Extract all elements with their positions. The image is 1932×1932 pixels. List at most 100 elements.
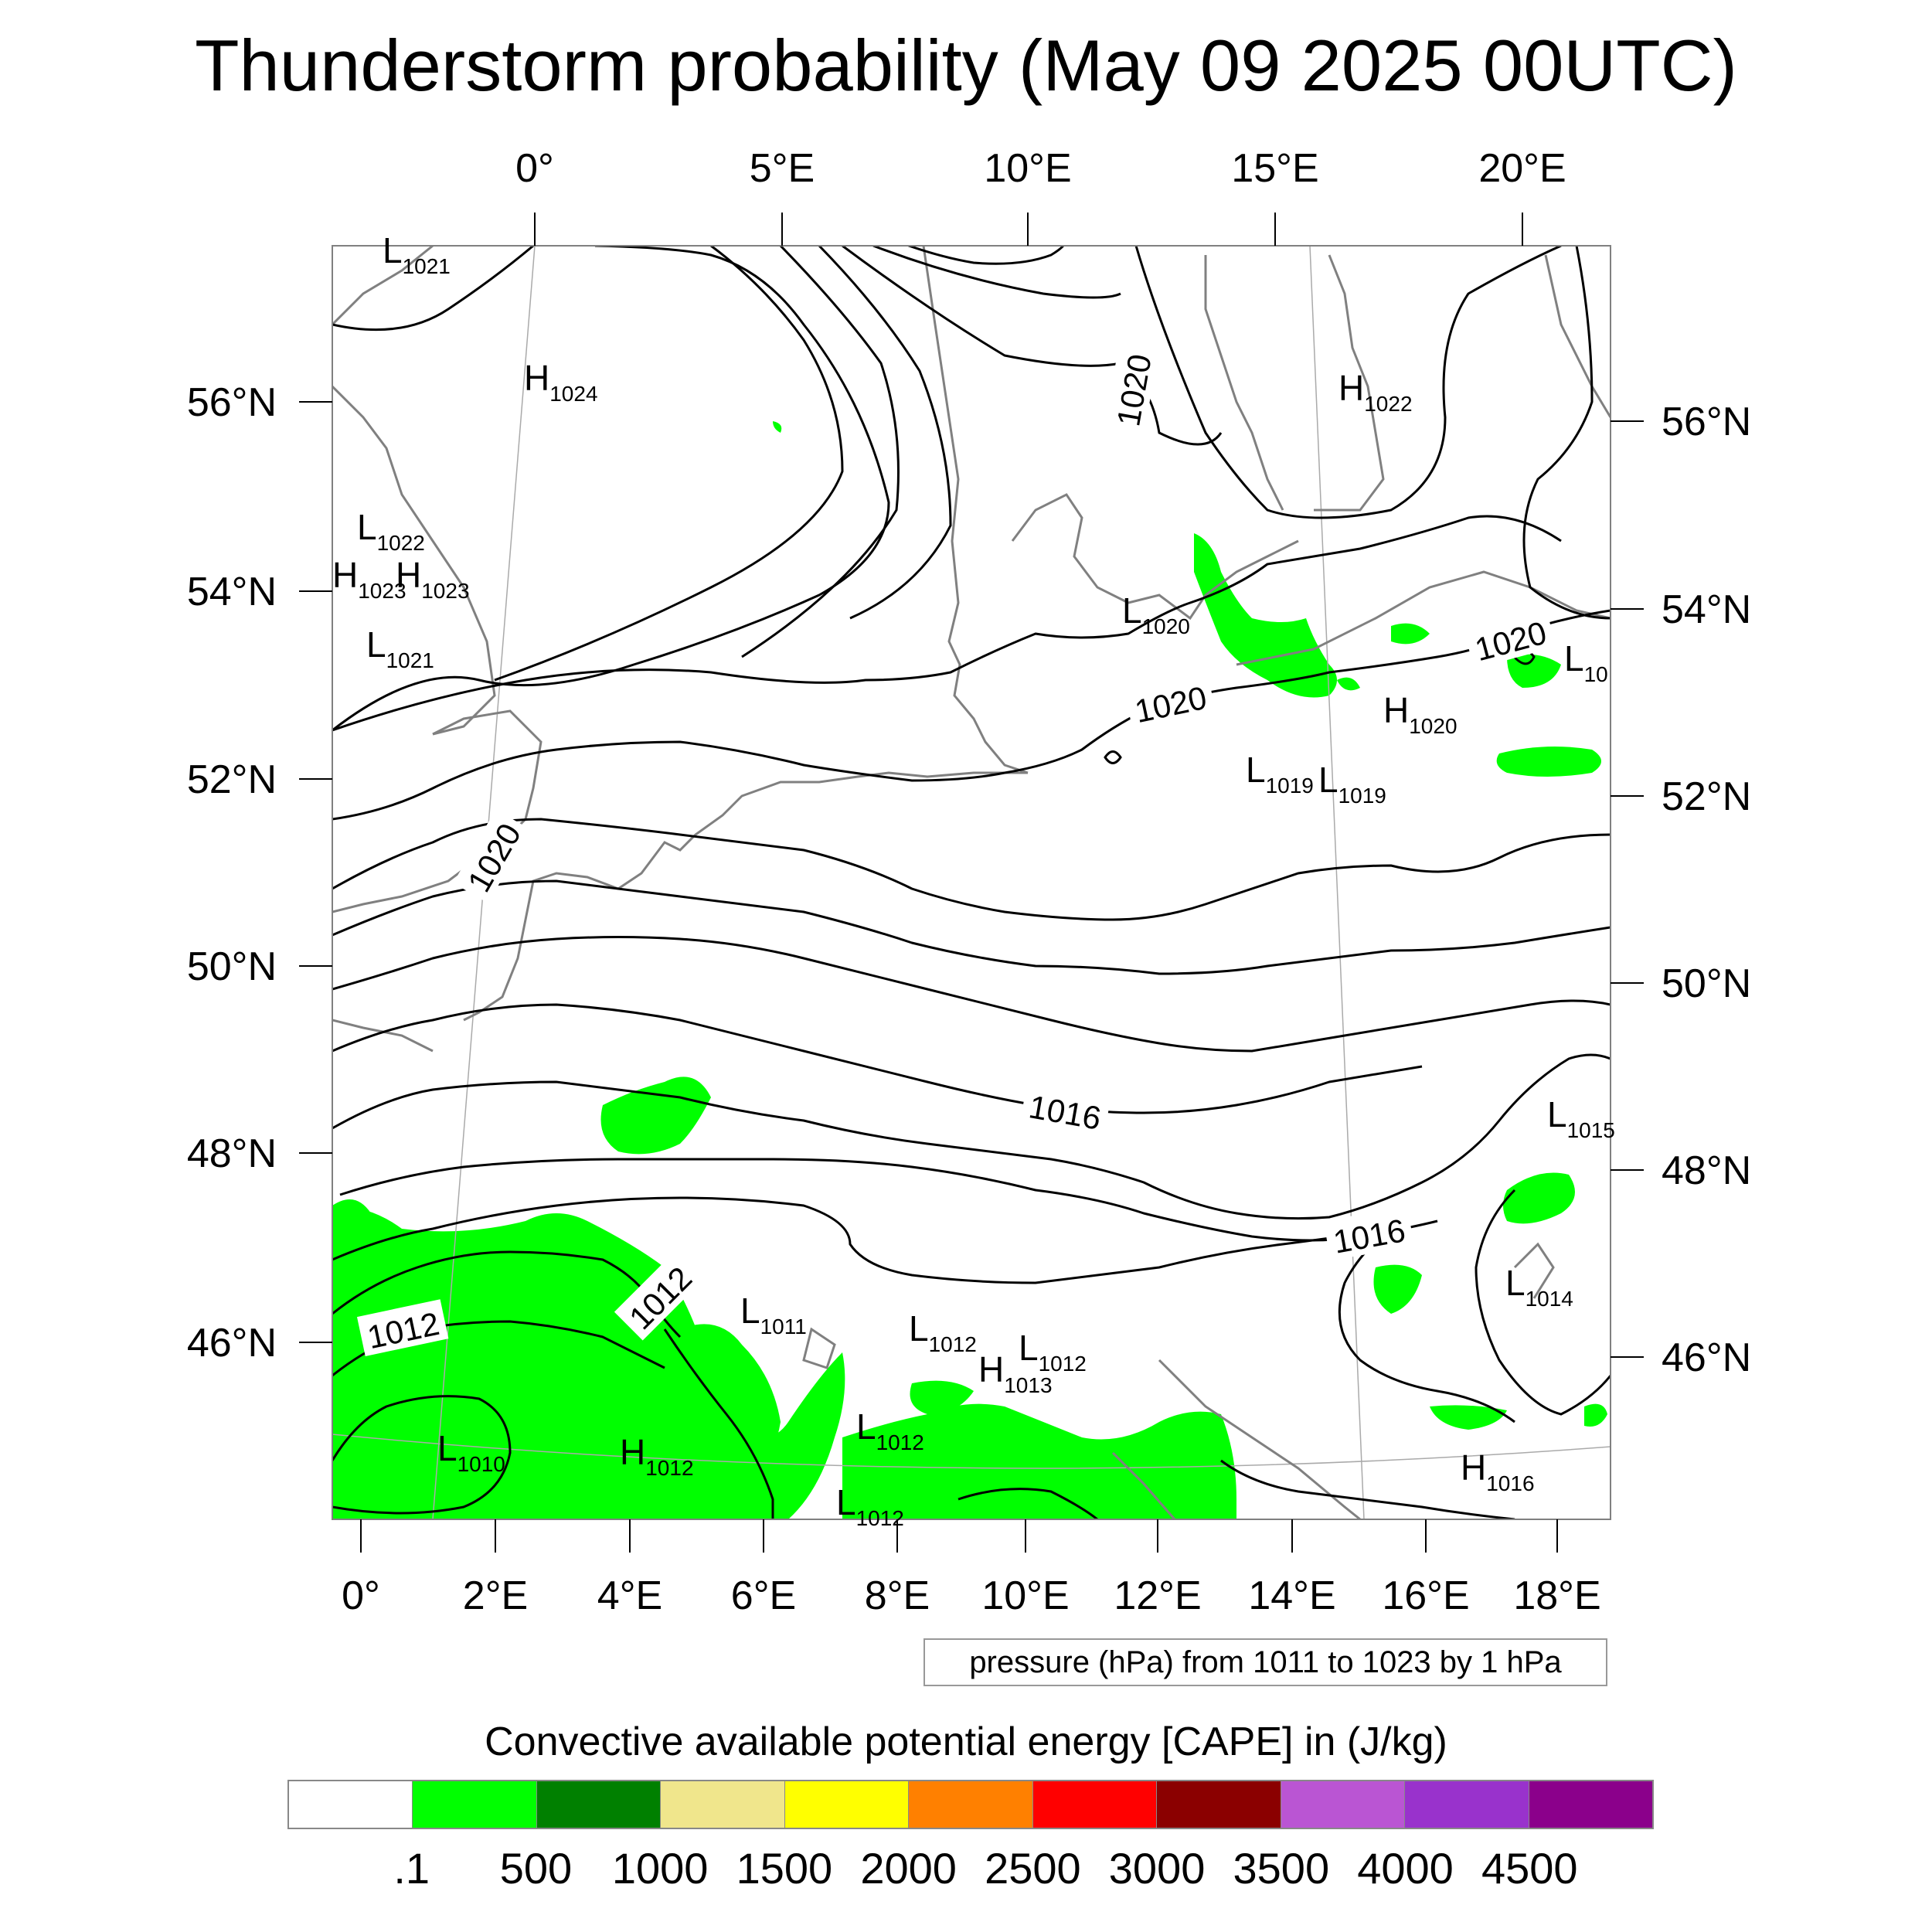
top-lon-label: 20°E <box>1478 146 1566 191</box>
right-lat-label: 54°N <box>1662 587 1751 632</box>
pressure-center-label: L10 <box>1564 638 1608 686</box>
pressure-contour-note: pressure (hPa) from 1011 to 1023 by 1 hP… <box>923 1638 1607 1686</box>
colorbar-bin <box>909 1781 1033 1828</box>
right-lat-label: 56°N <box>1662 400 1751 444</box>
pressure-center-label: L1021 <box>383 230 451 278</box>
pressure-center-label: L1011 <box>740 1291 807 1338</box>
top-lon-label: 0° <box>515 146 554 191</box>
bottom-lon-label: 8°E <box>865 1573 930 1618</box>
bottom-lon-label: 6°E <box>731 1573 796 1618</box>
colorbar-ticks: .1 500 1000 1500 2000 2500 3000 3500 4000 4500 <box>287 1843 1654 1897</box>
left-lat-label: 52°N <box>187 757 277 802</box>
cape-area <box>773 421 782 433</box>
pressure-center-label: L1012 <box>1019 1328 1087 1376</box>
right-lat-labels: 56°N 54°N 52°N 50°N 48°N 46°N <box>1662 400 1751 1380</box>
colorbar-bin <box>784 1781 910 1828</box>
pressure-center-label: L1019 <box>1246 750 1314 798</box>
right-lat-label: 52°N <box>1662 774 1751 819</box>
bottom-lon-label: 4°E <box>597 1573 662 1618</box>
colorbar-tick-label: 3500 <box>1233 1844 1330 1893</box>
pressure-center-label: L1012 <box>856 1406 924 1454</box>
pressure-center-label: H1022 <box>1338 368 1413 416</box>
cape-area <box>1337 677 1360 691</box>
pressure-center-label: H1012 <box>620 1432 694 1480</box>
cape-area <box>1430 1405 1507 1430</box>
colorbar-tick-label: 1500 <box>736 1844 833 1893</box>
left-lat-label: 48°N <box>187 1131 277 1176</box>
pressure-center-label: L1020 <box>1122 590 1190 638</box>
bottom-lon-label: 18°E <box>1513 1573 1600 1618</box>
cape-area <box>600 1077 711 1155</box>
bottom-lon-label: 16°E <box>1382 1573 1469 1618</box>
right-lat-label: 48°N <box>1662 1148 1751 1193</box>
isobars <box>332 246 1611 1519</box>
colorbar <box>287 1780 1654 1829</box>
colorbar-tick-label: 500 <box>499 1844 573 1893</box>
cape-area <box>1373 1264 1422 1314</box>
cape-area <box>1584 1403 1607 1427</box>
pressure-center-label: L1010 <box>437 1428 505 1476</box>
cape-area <box>910 1380 974 1414</box>
bottom-lon-labels: 0° 2°E 4°E 6°E 8°E 10°E 12°E 14°E 16°E 1… <box>342 1573 1601 1618</box>
plot-frame <box>332 245 1611 1520</box>
colorbar-title: Convective available potential energy [C… <box>485 1719 1447 1764</box>
colorbar-bin <box>1405 1781 1529 1828</box>
colorbar-tick-label: .1 <box>393 1844 430 1893</box>
bottom-lon-label: 14°E <box>1248 1573 1335 1618</box>
colorbar-bin <box>661 1781 785 1828</box>
top-lon-label: 15°E <box>1231 146 1318 191</box>
colorbar-tick-label: 3000 <box>1108 1844 1206 1893</box>
bottom-lon-label: 2°E <box>463 1573 528 1618</box>
cape-area <box>332 1199 371 1244</box>
right-lat-label: 46°N <box>1662 1335 1751 1380</box>
cape-fill-areas <box>332 421 1607 1519</box>
isobar-label: 1020 <box>1131 679 1209 730</box>
tick-marks <box>299 213 1644 1553</box>
right-lat-label: 50°N <box>1662 961 1751 1006</box>
pressure-center-label: H1016 <box>1461 1447 1535 1495</box>
bottom-lon-label: 0° <box>342 1573 380 1618</box>
colorbar-bin <box>289 1781 413 1828</box>
pressure-center-label: L1021 <box>366 624 434 672</box>
left-lat-label: 56°N <box>187 380 277 425</box>
colorbar-bin <box>1157 1781 1281 1828</box>
colorbar-tick-label: 4000 <box>1357 1844 1454 1893</box>
coastlines <box>332 246 1611 1519</box>
pressure-center-label: L1012 <box>909 1308 977 1356</box>
colorbar-tick-label: 2500 <box>985 1844 1081 1893</box>
colorbar-bin <box>413 1781 537 1828</box>
top-lon-label: 5°E <box>750 146 815 191</box>
pressure-center-label: L1015 <box>1547 1094 1615 1142</box>
left-lat-label: 46°N <box>187 1321 277 1366</box>
isobar-labels: 1020 1020 1020 1020 1016 1016 1012 1012 <box>356 344 1556 1356</box>
map-layers <box>332 246 1611 1519</box>
colorbar-bin <box>1281 1781 1406 1828</box>
pressure-center-label: H1020 <box>1383 690 1458 738</box>
cape-area <box>1496 747 1601 777</box>
colorbar-tick-label: 2000 <box>860 1844 957 1893</box>
chart-title: Thunderstorm probability (May 09 2025 00… <box>195 25 1737 106</box>
left-lat-label: 50°N <box>187 944 277 989</box>
pressure-center-label: H1023 <box>396 555 470 603</box>
cape-area <box>1194 533 1337 698</box>
top-lon-label: 10°E <box>984 146 1071 191</box>
pressure-center-label: L1022 <box>357 507 425 555</box>
cape-area <box>842 1403 1236 1519</box>
left-lat-labels: 56°N 54°N 52°N 50°N 48°N 46°N <box>187 380 277 1366</box>
top-lon-labels: 0° 5°E 10°E 15°E 20°E <box>515 146 1566 191</box>
bottom-lon-label: 12°E <box>1114 1573 1201 1618</box>
colorbar-tick-label: 4500 <box>1481 1844 1578 1893</box>
pressure-center-label: L1012 <box>836 1482 904 1530</box>
bottom-lon-label: 10°E <box>981 1573 1069 1618</box>
cape-area <box>1503 1172 1575 1224</box>
colorbar-bin <box>536 1781 662 1828</box>
cape-area <box>1391 623 1430 645</box>
pressure-center-label: L1014 <box>1505 1263 1573 1311</box>
left-lat-label: 54°N <box>187 570 277 614</box>
pressure-center-label: H1013 <box>978 1349 1053 1397</box>
cape-area <box>332 1298 636 1519</box>
colorbar-tick-label: 1000 <box>611 1844 709 1893</box>
pressure-center-label: L1019 <box>1318 760 1386 808</box>
